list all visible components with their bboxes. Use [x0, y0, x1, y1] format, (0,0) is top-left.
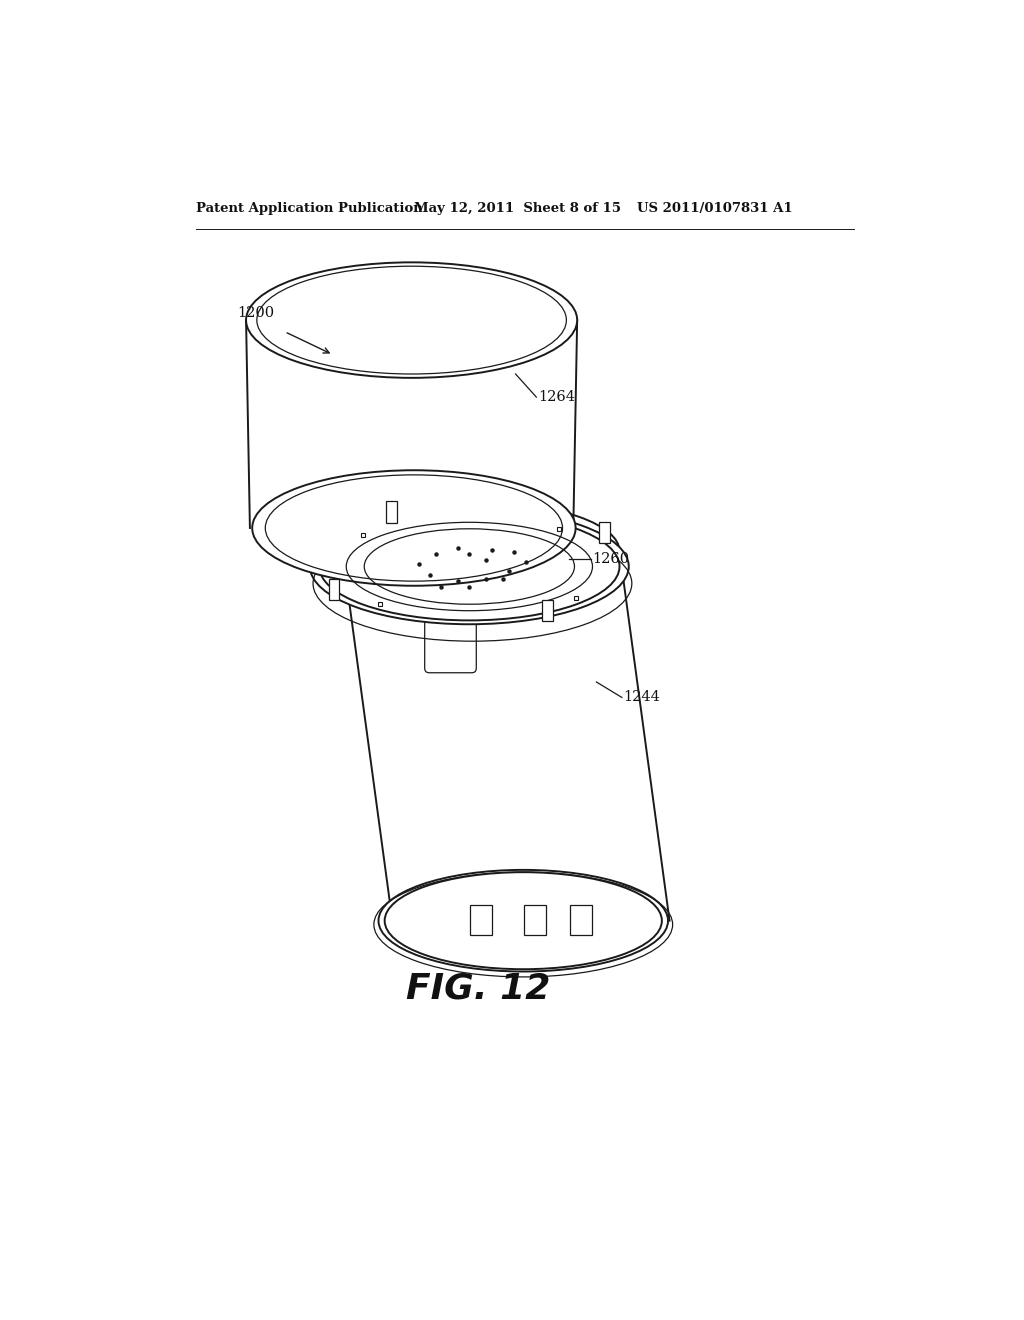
- Ellipse shape: [379, 870, 668, 972]
- Polygon shape: [570, 906, 592, 935]
- Text: 1200: 1200: [237, 306, 274, 321]
- Ellipse shape: [319, 512, 620, 620]
- Text: FIG. 12: FIG. 12: [407, 972, 551, 1006]
- Polygon shape: [524, 906, 546, 935]
- Text: May 12, 2011  Sheet 8 of 15: May 12, 2011 Sheet 8 of 15: [414, 202, 621, 215]
- Polygon shape: [386, 502, 396, 523]
- Ellipse shape: [252, 470, 575, 586]
- Text: 1244: 1244: [624, 690, 660, 705]
- Polygon shape: [470, 906, 492, 935]
- Ellipse shape: [246, 263, 578, 378]
- Text: 1264: 1264: [539, 391, 575, 404]
- Polygon shape: [599, 521, 610, 544]
- Polygon shape: [329, 579, 339, 601]
- Polygon shape: [542, 599, 553, 622]
- Ellipse shape: [342, 503, 620, 599]
- FancyBboxPatch shape: [425, 614, 476, 673]
- Text: 1260: 1260: [593, 552, 630, 566]
- Text: US 2011/0107831 A1: US 2011/0107831 A1: [637, 202, 793, 215]
- Text: Patent Application Publication: Patent Application Publication: [196, 202, 423, 215]
- Ellipse shape: [310, 508, 629, 624]
- Ellipse shape: [385, 873, 662, 969]
